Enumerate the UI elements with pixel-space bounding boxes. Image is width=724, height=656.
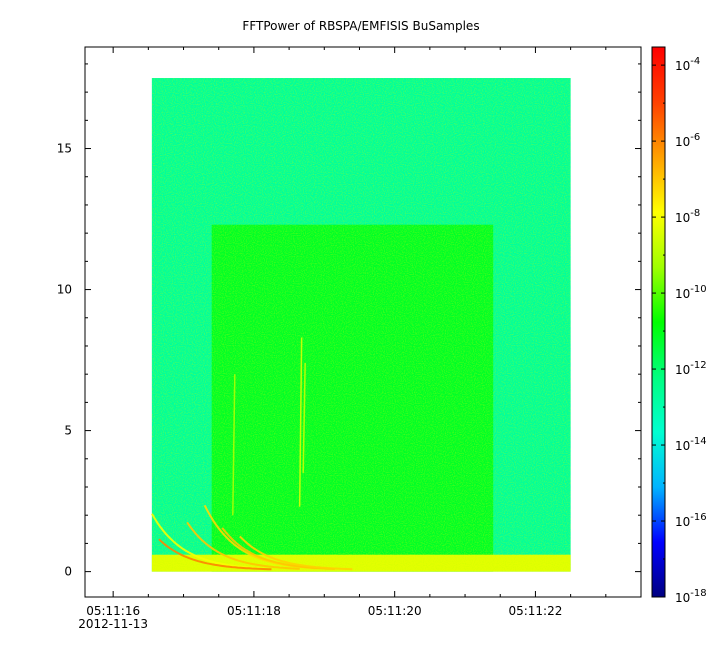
- dispersive-tail: [158, 538, 272, 571]
- y-tick-label: 15: [57, 142, 72, 156]
- chart-title: FFTPower of RBSPA/EMFISIS BuSamples: [242, 19, 479, 33]
- colorbar-tick-label: 10-4: [675, 56, 700, 73]
- plot-area: [151, 78, 571, 572]
- x-tick-label: 05:11:20: [368, 604, 422, 618]
- colorbar-tick-label: 10-18: [675, 588, 707, 605]
- colorbar-tick-label: 10-12: [675, 360, 707, 377]
- dispersive-tail: [186, 521, 300, 570]
- streak: [298, 337, 303, 507]
- streak: [232, 374, 236, 516]
- y-tick-label: 0: [64, 565, 72, 579]
- dispersive-tail: [239, 535, 353, 571]
- colorbar-gradient: [651, 46, 666, 598]
- x-tick-label: 05:11:18: [227, 604, 281, 618]
- x-tick-label: 05:11:22: [508, 604, 562, 618]
- colorbar-tick-label: 10-10: [675, 284, 707, 301]
- streak: [302, 362, 306, 473]
- x-tick-date-label: 2012-11-13: [78, 617, 148, 631]
- x-tick-label: 05:11:16: [86, 604, 140, 618]
- colorbar: 10-4 10-6 10-8 10-10 10-12 10-14 10-16 10-18: [651, 46, 707, 605]
- colorbar-tick-label: 10-6: [675, 132, 700, 149]
- noise-texture: [151, 78, 571, 572]
- colorbar-tick-label: 10-14: [675, 436, 707, 453]
- y-axis: 0 5 10 15: [57, 63, 641, 579]
- y-tick-label: 10: [57, 283, 72, 297]
- colorbar-tick-label: 10-16: [675, 512, 707, 529]
- plot-frame: [84, 46, 642, 598]
- colorbar-tick-label: 10-8: [675, 208, 700, 225]
- y-tick-label: 5: [64, 424, 72, 438]
